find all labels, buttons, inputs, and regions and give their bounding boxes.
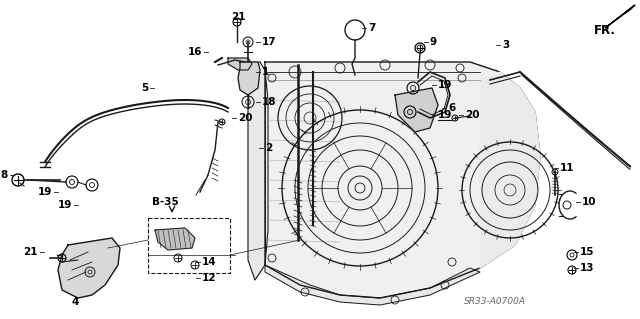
Text: 6: 6 bbox=[448, 103, 455, 113]
Text: 9: 9 bbox=[430, 37, 437, 47]
Text: 1: 1 bbox=[262, 67, 269, 77]
Polygon shape bbox=[248, 62, 268, 280]
Text: 8: 8 bbox=[1, 170, 8, 180]
Text: B-35: B-35 bbox=[152, 197, 179, 207]
Text: 21: 21 bbox=[231, 12, 245, 22]
Text: 3: 3 bbox=[502, 40, 509, 50]
Text: 2: 2 bbox=[265, 143, 272, 153]
Polygon shape bbox=[155, 228, 195, 250]
Text: 20: 20 bbox=[465, 110, 479, 120]
Text: 7: 7 bbox=[368, 23, 376, 33]
Polygon shape bbox=[605, 5, 635, 28]
Text: 19: 19 bbox=[438, 80, 452, 90]
Text: 16: 16 bbox=[188, 47, 202, 57]
Bar bbox=[148, 218, 230, 273]
Text: 10: 10 bbox=[582, 197, 596, 207]
Text: 13: 13 bbox=[580, 263, 595, 273]
Polygon shape bbox=[58, 238, 120, 298]
Text: 19: 19 bbox=[438, 110, 452, 120]
Text: 5: 5 bbox=[141, 83, 148, 93]
Polygon shape bbox=[480, 72, 540, 268]
Text: 19: 19 bbox=[38, 187, 52, 197]
Text: 19: 19 bbox=[58, 200, 72, 210]
Text: SR33-A0700A: SR33-A0700A bbox=[464, 298, 526, 307]
Text: FR.: FR. bbox=[594, 24, 616, 36]
Polygon shape bbox=[228, 58, 252, 70]
Text: 4: 4 bbox=[71, 297, 79, 307]
Polygon shape bbox=[395, 88, 438, 132]
Text: 17: 17 bbox=[262, 37, 276, 47]
Text: 21: 21 bbox=[24, 247, 38, 257]
Text: 20: 20 bbox=[238, 113, 253, 123]
Text: 11: 11 bbox=[560, 163, 575, 173]
Text: 18: 18 bbox=[262, 97, 276, 107]
Text: 14: 14 bbox=[202, 257, 216, 267]
Text: 12: 12 bbox=[202, 273, 216, 283]
Polygon shape bbox=[265, 265, 480, 305]
Text: 15: 15 bbox=[580, 247, 595, 257]
Polygon shape bbox=[265, 62, 540, 298]
Polygon shape bbox=[238, 62, 260, 95]
